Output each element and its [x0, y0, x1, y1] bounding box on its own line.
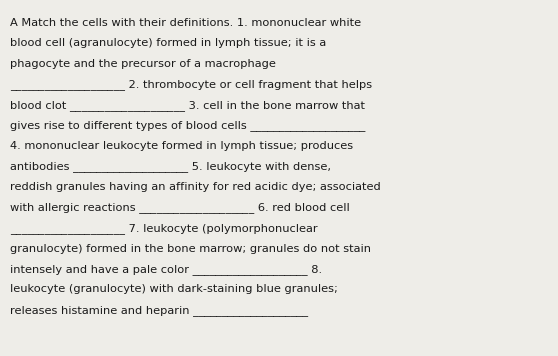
Text: with allergic reactions ____________________ 6. red blood cell: with allergic reactions ________________…	[10, 203, 350, 213]
Text: releases histamine and heparin ____________________: releases histamine and heparin _________…	[10, 305, 308, 316]
Text: 4. mononuclear leukocyte formed in lymph tissue; produces: 4. mononuclear leukocyte formed in lymph…	[10, 141, 353, 151]
Text: phagocyte and the precursor of a macrophage: phagocyte and the precursor of a macroph…	[10, 59, 276, 69]
Text: blood clot ____________________ 3. cell in the bone marrow that: blood clot ____________________ 3. cell …	[10, 100, 365, 111]
Text: gives rise to different types of blood cells ____________________: gives rise to different types of blood c…	[10, 120, 365, 131]
Text: ____________________ 2. thrombocyte or cell fragment that helps: ____________________ 2. thrombocyte or c…	[10, 79, 372, 90]
Text: leukocyte (granulocyte) with dark-staining blue granules;: leukocyte (granulocyte) with dark-staini…	[10, 284, 338, 294]
Text: intensely and have a pale color ____________________ 8.: intensely and have a pale color ________…	[10, 264, 322, 275]
Text: reddish granules having an affinity for red acidic dye; associated: reddish granules having an affinity for …	[10, 182, 381, 192]
Text: ____________________ 7. leukocyte (polymorphonuclear: ____________________ 7. leukocyte (polym…	[10, 223, 318, 234]
Text: granulocyte) formed in the bone marrow; granules do not stain: granulocyte) formed in the bone marrow; …	[10, 244, 371, 253]
Text: A Match the cells with their definitions. 1. mononuclear white: A Match the cells with their definitions…	[10, 18, 361, 28]
Text: antibodies ____________________ 5. leukocyte with dense,: antibodies ____________________ 5. leuko…	[10, 162, 331, 172]
Text: blood cell (agranulocyte) formed in lymph tissue; it is a: blood cell (agranulocyte) formed in lymp…	[10, 38, 326, 48]
